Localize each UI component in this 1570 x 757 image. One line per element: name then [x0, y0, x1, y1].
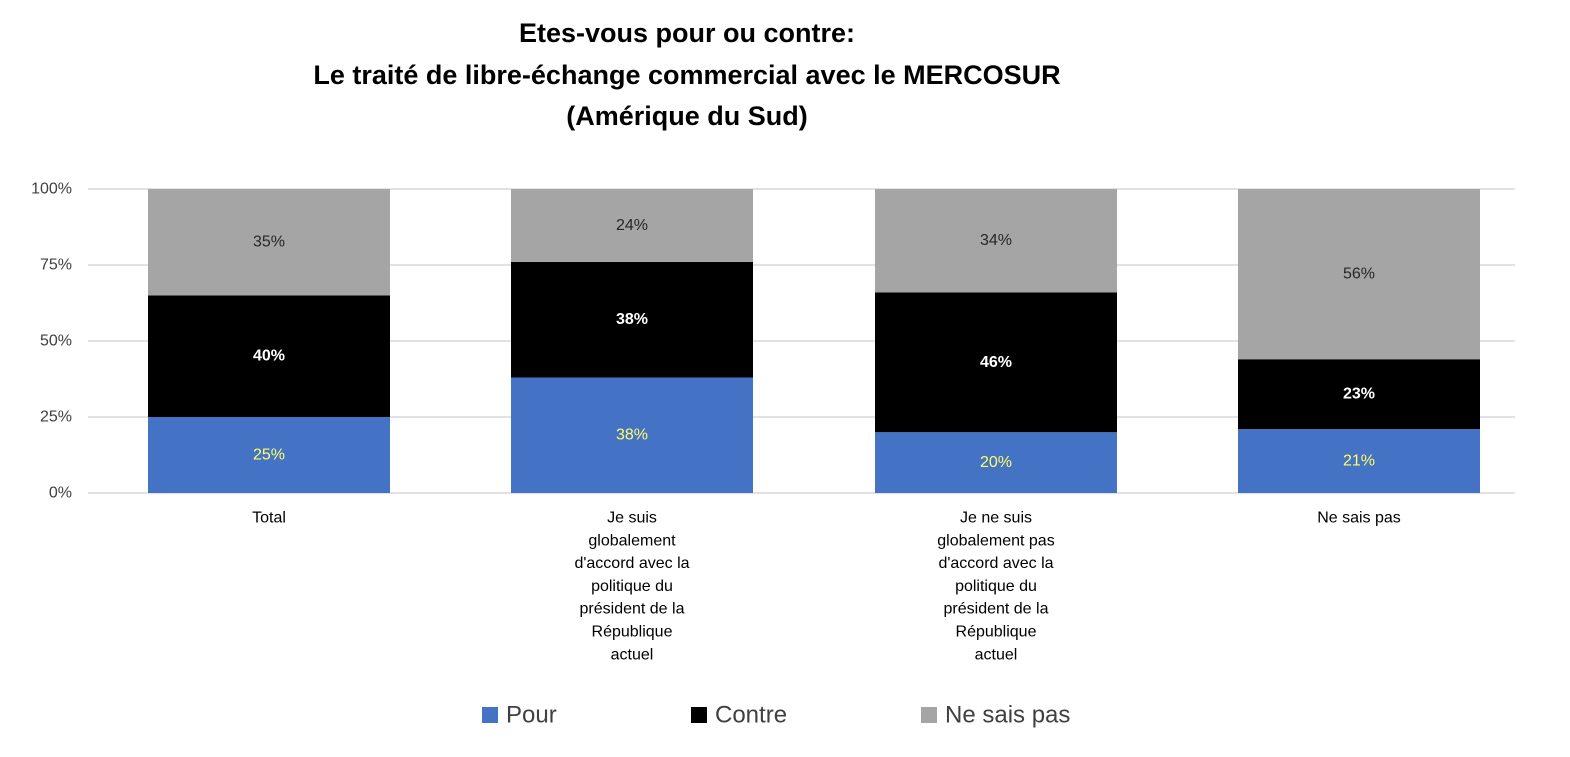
x-category-label-2: Je suis globalement d'accord avec la politi…: [574, 510, 689, 664]
y-tick-label: 50%: [40, 333, 72, 350]
legend-item-pour: Pour: [482, 702, 557, 729]
x-category-label-line: République: [592, 624, 673, 641]
x-category-label-line: globalement: [588, 532, 676, 549]
bar-pour-1: [148, 417, 390, 493]
y-tick-label: 0%: [49, 485, 72, 502]
data-label: 21%: [1343, 453, 1375, 470]
x-category-label-line: actuel: [611, 646, 654, 663]
data-label: 38%: [616, 427, 648, 444]
data-label: 38%: [616, 311, 648, 328]
x-category-label-line: République: [956, 624, 1037, 641]
bar-ne-sais-pas-3: [875, 189, 1117, 293]
legend-swatch: [691, 707, 707, 723]
x-axis: Total Je suis globalement d'accord avec la p…: [252, 510, 1401, 664]
data-label: 46%: [980, 354, 1012, 371]
x-category-label-line: actuel: [975, 646, 1018, 663]
x-category-label-line: président de la: [944, 601, 1049, 618]
x-category-label-line: globalement pas: [937, 532, 1054, 549]
x-category-label-line: d'accord avec la: [574, 555, 689, 572]
bar-ne-sais-pas-4: [1238, 189, 1480, 360]
x-category-label-4: Ne sais pas: [1317, 510, 1401, 527]
bars: [148, 189, 1480, 493]
bar-ne-sais-pas-2: [511, 189, 753, 262]
chart-title-line-1: Etes-vous pour ou contre:: [519, 18, 855, 48]
legend-label: Pour: [506, 702, 557, 729]
x-category-label-line: Je ne suis: [960, 510, 1032, 527]
legend-label: Ne sais pas: [945, 702, 1070, 729]
chart-title: Etes-vous pour ou contre: Le traité de li…: [313, 18, 1060, 131]
bar-contre-2: [511, 261, 753, 378]
legend: Pour Contre Ne sais pas: [482, 702, 1070, 729]
data-label: 34%: [980, 232, 1012, 249]
bar-pour-4: [1238, 429, 1480, 493]
data-label: 25%: [253, 447, 285, 464]
data-label: 56%: [1343, 266, 1375, 283]
x-category-label-1: Total: [252, 510, 286, 527]
bar-pour-2: [511, 377, 753, 493]
x-category-label-line: Ne sais pas: [1317, 510, 1401, 527]
x-category-label-line: Total: [252, 510, 286, 527]
bar-ne-sais-pas-1: [148, 189, 390, 296]
data-labels: 25% 40% 35% 38% 38% 24% 20% 46% 34% 21% 23% 56%: [253, 217, 1375, 471]
legend-item-ne-sais-pas: Ne sais pas: [921, 702, 1070, 729]
legend-swatch: [482, 707, 498, 723]
data-label: 40%: [253, 348, 285, 365]
y-axis: 0% 25% 50% 75% 100%: [31, 181, 72, 502]
y-tick-label: 100%: [31, 181, 72, 198]
bar-pour-3: [875, 432, 1117, 493]
bar-contre-1: [148, 295, 390, 417]
x-category-label-line: Je suis: [607, 510, 657, 527]
legend-swatch: [921, 707, 937, 723]
y-tick-label: 75%: [40, 257, 72, 274]
bar-contre-3: [875, 292, 1117, 433]
x-category-label-line: politique du: [591, 578, 673, 595]
legend-item-contre: Contre: [691, 702, 787, 729]
legend-label: Contre: [715, 702, 787, 729]
data-label: 20%: [980, 454, 1012, 471]
data-label: 35%: [253, 234, 285, 251]
data-label: 24%: [616, 217, 648, 234]
x-category-label-3: Je ne suis globalement pas d'accord avec l…: [937, 510, 1054, 664]
x-category-label-line: président de la: [580, 601, 685, 618]
bar-contre-4: [1238, 359, 1480, 430]
x-category-label-line: politique du: [955, 578, 1037, 595]
data-label: 23%: [1343, 386, 1375, 403]
chart-title-line-2: Le traité de libre-échange commercial av…: [313, 60, 1060, 90]
x-category-label-line: d'accord avec la: [938, 555, 1053, 572]
chart-title-line-3: (Amérique du Sud): [566, 101, 808, 131]
y-tick-label: 25%: [40, 409, 72, 426]
